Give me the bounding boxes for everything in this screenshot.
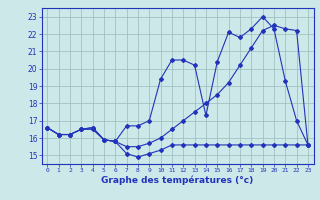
X-axis label: Graphe des températures (°c): Graphe des températures (°c) — [101, 176, 254, 185]
